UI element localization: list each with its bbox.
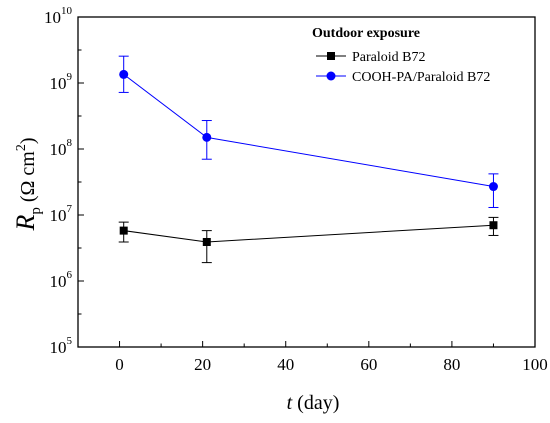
x-axis-var: t	[287, 392, 293, 414]
ticks-layer: 0 20 40 60 80 100 105 106 107 108 109 1010	[44, 5, 548, 374]
x-tick-label: 40	[277, 355, 294, 374]
y-axis-unit: (Ω cm	[17, 151, 39, 207]
plot-frame	[77, 16, 536, 348]
data-point	[202, 132, 212, 142]
data-point	[489, 221, 498, 230]
x-tick-label: 0	[115, 355, 124, 374]
x-axis-unit: (day)	[292, 392, 339, 414]
y-tick-label: 106	[50, 269, 73, 291]
y-axis-sub: p	[28, 207, 44, 215]
legend-label-paraloid: Paraloid B72	[352, 50, 426, 65]
y-axis-unit-exp: 2	[14, 144, 29, 151]
y-axis-var: R	[11, 215, 40, 232]
y-axis-title: Rp (Ω cm2)	[11, 137, 44, 231]
y-tick-label: 109	[50, 71, 73, 93]
data-point	[119, 69, 129, 79]
x-tick-label: 80	[443, 355, 460, 374]
y-tick-label: 105	[50, 335, 73, 357]
y-tick-label: 107	[50, 203, 73, 225]
x-tick-label: 60	[360, 355, 377, 374]
series-layer	[118, 55, 499, 264]
series-line	[123, 224, 494, 243]
x-axis-title: t (day)	[287, 392, 340, 414]
legend-label-cooh-pa: COOH-PA/Paraloid B72	[352, 70, 490, 85]
series-paraloid-b72	[118, 216, 499, 264]
series-line	[123, 73, 494, 188]
data-point	[119, 226, 128, 235]
y-axis-unit-close: )	[17, 137, 39, 144]
series-cooh-pa-paraloid-b72	[118, 55, 499, 208]
legend-marker-paraloid	[327, 52, 335, 60]
y-tick-label: 108	[50, 137, 73, 159]
legend-item-paraloid: Paraloid B72	[316, 50, 426, 65]
legend-item-cooh-pa: COOH-PA/Paraloid B72	[316, 70, 490, 85]
x-tick-label: 100	[522, 355, 548, 374]
legend: Outdoor exposure Paraloid B72 COOH-PA/Pa…	[312, 26, 490, 85]
legend-marker-cooh-pa	[326, 71, 336, 81]
legend-title: Outdoor exposure	[312, 26, 420, 41]
x-tick-label: 20	[194, 355, 211, 374]
y-tick-label: 1010	[44, 5, 73, 27]
data-point	[488, 182, 498, 192]
data-point	[202, 237, 211, 246]
